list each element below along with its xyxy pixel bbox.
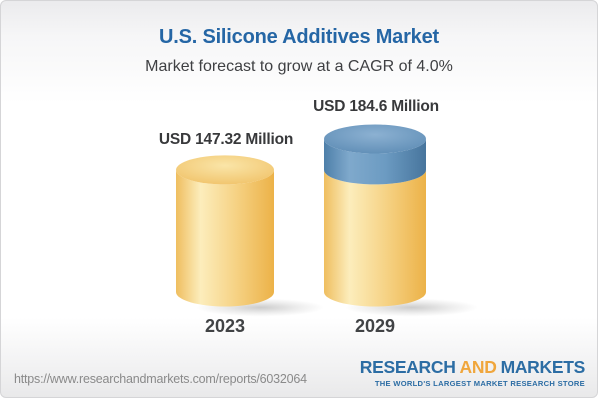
cylinder-segment-forecast-growth xyxy=(324,139,426,185)
logo-word-research: RESEARCH xyxy=(359,357,456,377)
brand-wordmark: RESEARCH AND MARKETS xyxy=(359,357,586,377)
cylinder-2023 xyxy=(176,155,324,317)
category-label-2023: 2023 xyxy=(204,316,246,336)
value-label-2023: USD 147.32 Million xyxy=(158,131,294,148)
cylinder-2029 xyxy=(324,124,479,317)
logo-word-markets: MARKETS xyxy=(500,357,586,377)
cylinder-segment-base-market-value xyxy=(324,169,426,307)
report-url[interactable]: https://www.researchandmarkets.com/repor… xyxy=(14,372,307,386)
cylinder-segment-base-market-value xyxy=(176,169,274,307)
cylinder-top-face xyxy=(176,155,274,185)
cylinder-top-face xyxy=(324,124,426,154)
brand-tagline: THE WORLD'S LARGEST MARKET RESEARCH STOR… xyxy=(374,378,585,388)
value-label-2029: USD 184.6 Million xyxy=(313,98,439,115)
brand-logo[interactable]: RESEARCH AND MARKETS THE WORLD'S LARGEST M… xyxy=(359,357,586,388)
chart-title: U.S. Silicone Additives Market xyxy=(158,26,439,48)
chart-subtitle: Market forecast to grow at a CAGR of 4.0… xyxy=(145,58,453,75)
category-label-2029: 2029 xyxy=(354,316,396,336)
logo-word-and: AND xyxy=(459,357,497,377)
